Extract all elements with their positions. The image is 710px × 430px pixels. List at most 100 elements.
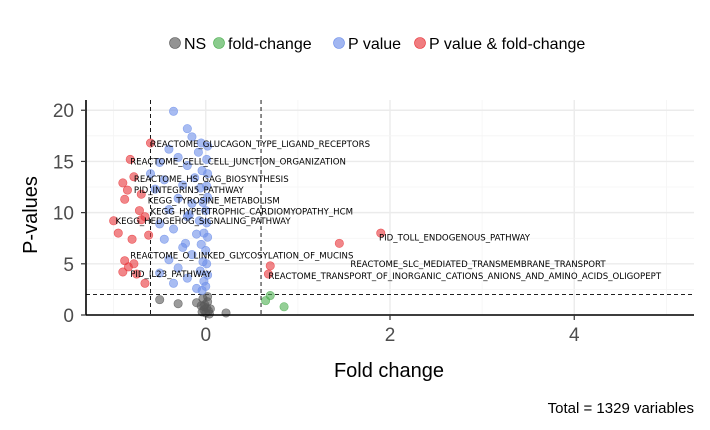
data-point <box>164 255 174 265</box>
data-point <box>187 250 197 260</box>
data-point <box>265 291 275 301</box>
x-tick-label: 4 <box>569 325 580 346</box>
y-tick-label: 5 <box>63 255 74 276</box>
point-labels: REACTOME_GLUCAGON_TYPE_LIGAND_RECEPTORS R… <box>115 140 661 282</box>
data-point <box>136 215 146 225</box>
data-point <box>279 302 289 312</box>
data-point <box>145 138 155 148</box>
data-point <box>136 189 146 199</box>
y-tick-label: 15 <box>53 152 74 173</box>
data-point <box>150 184 160 194</box>
legend-swatch <box>333 37 345 49</box>
data-point <box>155 268 165 278</box>
threshold-lines <box>86 100 694 315</box>
legend-swatch <box>213 37 225 49</box>
data-point <box>205 304 215 314</box>
data-points <box>109 106 386 319</box>
x-axis-title: Fold change <box>334 360 444 382</box>
point-label: PID_TOLL_ENDOGENOUS_PATHWAY <box>379 233 531 243</box>
data-point <box>169 224 179 234</box>
data-point <box>164 144 174 154</box>
y-tick-label: 10 <box>53 204 74 225</box>
data-point <box>122 185 132 195</box>
axes: 0 2 4 0 5 10 15 20 <box>53 100 694 346</box>
point-label: KEGG_HEDGEHOG_SIGNALING_PATHWAY <box>115 217 291 227</box>
legend-item: NS <box>169 36 206 53</box>
data-point <box>123 262 133 272</box>
data-point <box>196 239 206 249</box>
data-point <box>203 270 213 280</box>
data-point <box>193 147 203 157</box>
data-point <box>173 263 183 273</box>
data-point <box>202 259 212 269</box>
point-label: REACTOME_TRANSPORT_OF_INORGANIC_CATIONS_… <box>268 272 661 282</box>
data-point <box>187 132 197 142</box>
y-axis-title: P-values <box>20 176 42 254</box>
data-point <box>182 273 192 283</box>
data-point <box>201 206 211 216</box>
legend-label: P value & fold-change <box>429 36 585 53</box>
y-tick-label: 20 <box>53 101 74 122</box>
data-point <box>203 169 213 179</box>
point-label: PID_IL23_PATHWAY <box>130 270 212 280</box>
data-point <box>155 295 165 305</box>
point-label: PID_INTEGRIN5_PATHWAY <box>134 186 244 196</box>
data-point <box>203 232 213 242</box>
data-point <box>159 234 169 244</box>
data-point <box>118 267 128 277</box>
data-point <box>155 157 165 167</box>
data-point <box>202 181 212 191</box>
point-label: REACTOME_O_LINKED_GLYCOSYLATION_OF_MUCIN… <box>130 252 353 262</box>
y-tick-label: 0 <box>63 306 74 327</box>
data-point <box>263 269 273 279</box>
data-point <box>120 194 130 204</box>
data-point <box>132 269 142 279</box>
data-point <box>125 154 135 164</box>
data-point <box>127 234 137 244</box>
point-label: REACTOME_SLC_MEDIATED_TRANSMEMBRANE_TRAN… <box>350 260 606 270</box>
data-point <box>182 161 192 171</box>
data-point <box>118 178 128 188</box>
data-point <box>203 141 213 151</box>
data-point <box>169 106 179 116</box>
data-point <box>203 192 213 202</box>
point-label: REACTOME_HS_GAG_BIOSYNTHESIS <box>134 175 289 185</box>
data-point <box>376 228 386 238</box>
legend-label: P value <box>348 36 401 53</box>
data-point <box>184 210 194 220</box>
data-point <box>202 154 212 164</box>
data-point <box>265 261 275 271</box>
data-point <box>178 180 188 190</box>
caption: Total = 1329 variables <box>548 400 694 417</box>
data-point <box>195 266 205 276</box>
legend-swatch <box>169 37 181 49</box>
data-point <box>221 308 231 318</box>
data-point <box>173 152 183 162</box>
x-tick-label: 0 <box>200 325 211 346</box>
legend-label: NS <box>184 36 206 53</box>
data-point <box>140 278 150 288</box>
data-point <box>164 205 174 215</box>
data-point <box>187 198 197 208</box>
data-point <box>169 278 179 288</box>
legend-swatch <box>414 37 426 49</box>
data-point <box>192 229 202 239</box>
x-tick-label: 2 <box>385 325 396 346</box>
data-point <box>155 219 165 229</box>
data-point <box>201 281 211 291</box>
legend-item: fold-change <box>213 36 312 53</box>
legend: NS fold-change P value P value & fold-chang… <box>169 36 585 53</box>
data-point <box>173 299 183 309</box>
data-point <box>201 246 211 256</box>
data-point <box>202 218 212 228</box>
data-point <box>190 173 200 183</box>
data-point <box>159 175 169 185</box>
point-label: REACTOME_CELL_CELL_JUNCTION_ORGANIZATION <box>130 158 346 168</box>
data-point <box>182 124 192 134</box>
data-point <box>203 292 213 302</box>
data-point <box>173 193 183 203</box>
legend-label: fold-change <box>228 36 312 53</box>
data-point <box>144 230 154 240</box>
legend-item: P value <box>333 36 401 53</box>
